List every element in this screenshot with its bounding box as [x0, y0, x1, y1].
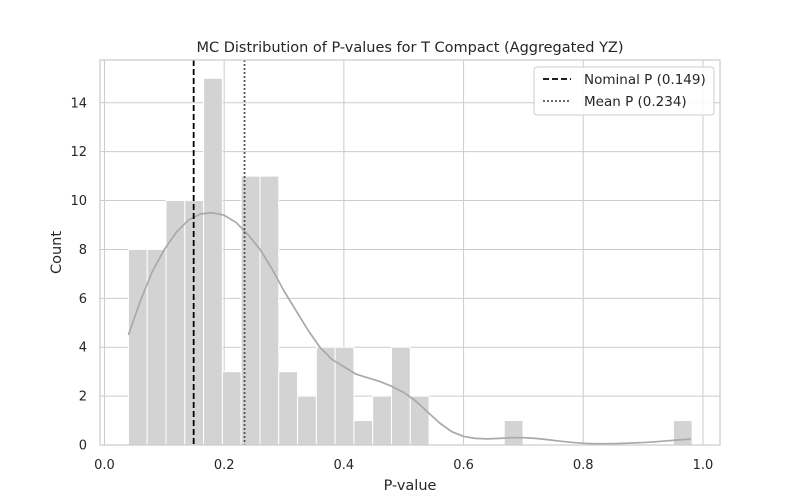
y-tick-labels: 0 2 4 6 8 10 12 14	[70, 96, 87, 453]
histogram-bar	[203, 77, 223, 446]
y-tick-label: 14	[70, 96, 87, 111]
histogram-bar	[165, 200, 186, 446]
histogram-bar	[503, 420, 524, 446]
legend: Nominal P (0.149) Mean P (0.234)	[533, 66, 715, 116]
histogram-bar	[127, 248, 148, 446]
legend-box	[533, 66, 715, 116]
histogram-bar	[315, 346, 336, 446]
x-tick-label: 0.8	[573, 458, 594, 473]
histogram-bar	[221, 371, 242, 446]
chart-title: MC Distribution of P-values for T Compac…	[196, 40, 623, 56]
histogram-bar	[672, 420, 693, 446]
histogram-bar	[409, 395, 430, 446]
reference-lines	[192, 60, 246, 445]
y-tick-label: 8	[79, 243, 87, 258]
x-tick-label: 0.2	[214, 458, 235, 473]
x-tick-label: 0.6	[453, 458, 474, 473]
y-tick-label: 4	[79, 341, 87, 356]
y-tick-label: 10	[70, 194, 87, 209]
y-tick-label: 12	[70, 145, 87, 160]
x-tick-label: 1.0	[693, 458, 714, 473]
y-tick-label: 2	[79, 390, 87, 405]
plot-frame	[99, 59, 721, 446]
x-axis-label: P-value	[384, 478, 437, 494]
y-axis-label: Count	[49, 231, 65, 274]
x-tick-labels: 0.0 0.2 0.4 0.6 0.8 1.0	[94, 458, 713, 473]
x-tick-label: 0.0	[94, 458, 115, 473]
histogram-bar	[372, 395, 393, 446]
histogram-bar	[297, 395, 317, 446]
histogram-bar	[353, 420, 374, 446]
y-tick-label: 0	[79, 439, 87, 454]
legend-label-nominal: Nominal P (0.149)	[584, 72, 706, 88]
legend-label-mean: Mean P (0.234)	[584, 94, 687, 110]
histogram-bars	[127, 77, 693, 446]
histogram-bar	[259, 175, 280, 446]
kde-curve-group	[127, 211, 692, 445]
histogram-bar	[334, 346, 355, 446]
x-tick-label: 0.4	[334, 458, 355, 473]
kde-curve	[127, 211, 692, 445]
y-tick-label: 6	[79, 292, 87, 307]
histogram-bar	[278, 371, 299, 446]
